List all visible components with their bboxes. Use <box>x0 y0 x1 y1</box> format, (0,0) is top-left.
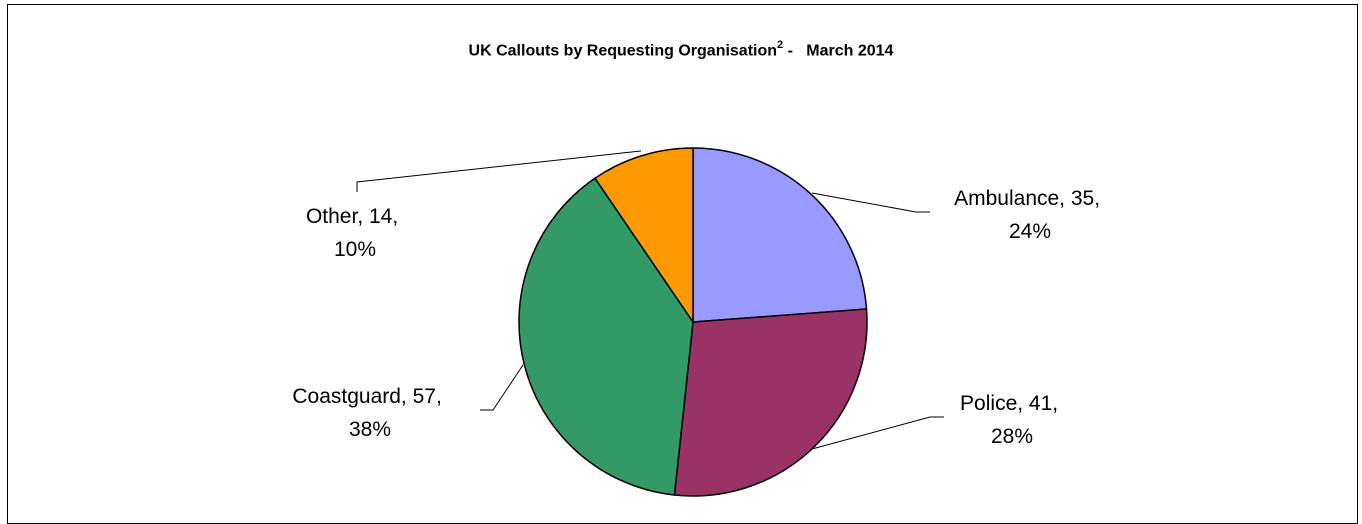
pie-slice-police <box>673 308 868 497</box>
leader-line-coastguard <box>480 364 524 411</box>
slice-labels: Ambulance, 35, 24% Police, 41, 28% Coast… <box>292 187 1106 448</box>
chart-title-text: UK Callouts by Requesting Organisation <box>468 42 778 60</box>
slice-label-coastguard-line1: Coastguard, 57, <box>292 385 441 408</box>
slice-label-police: Police, 41, 28% <box>960 392 1064 448</box>
pie-slice-ambulance <box>692 147 868 323</box>
slice-label-other-line1: Other, 14, <box>306 205 398 228</box>
pie-slice-other <box>593 147 694 325</box>
chart-title-separator: - <box>783 42 807 60</box>
leader-line-police <box>811 416 944 450</box>
leader-line-other <box>356 150 642 192</box>
chart-title: UK Callouts by Requesting Organisation2 … <box>0 39 1362 60</box>
leader-line-ambulance <box>811 192 930 213</box>
slice-label-other-line2: 10% <box>334 238 376 261</box>
pie-slice-coastguard <box>518 177 694 496</box>
slice-label-police-line2: 28% <box>991 425 1033 448</box>
slice-label-ambulance: Ambulance, 35, 24% <box>954 187 1106 243</box>
pie-slices <box>518 147 868 497</box>
slice-label-coastguard: Coastguard, 57, 38% <box>292 385 447 441</box>
slice-label-ambulance-line1: Ambulance, 35, <box>954 187 1100 210</box>
slice-label-other: Other, 14, 10% <box>306 205 404 261</box>
slice-label-ambulance-line2: 24% <box>1009 220 1051 243</box>
slice-label-police-line1: Police, 41, <box>960 392 1058 415</box>
chart-title-footnote: 2 <box>777 39 784 51</box>
chart-title-date: March 2014 <box>806 42 894 60</box>
leader-lines <box>356 150 944 450</box>
slice-label-coastguard-line2: 38% <box>349 418 391 441</box>
